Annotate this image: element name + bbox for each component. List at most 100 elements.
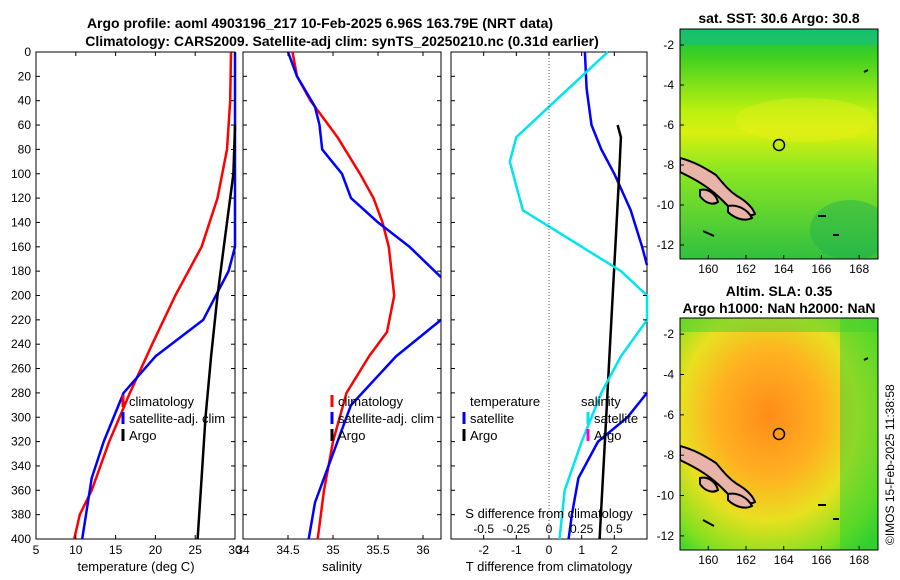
sla-low-band xyxy=(840,318,878,550)
y-tick-label: 340 xyxy=(11,459,31,473)
legend-label-s-argo: Argo xyxy=(594,428,621,443)
legend-label-t-argo: Argo xyxy=(470,428,497,443)
difference-legend: temperature satellite Argo salinity sate… xyxy=(462,394,638,443)
x-tick-label: 15 xyxy=(109,543,123,557)
legend-label-satellite: satellite-adj. clim xyxy=(129,411,225,426)
temperature-plot xyxy=(72,51,237,540)
y-tick-label: 260 xyxy=(11,362,31,376)
series-line-argo xyxy=(196,124,237,540)
x2-tick-label: 0.25 xyxy=(570,522,594,536)
y-tick-label: 200 xyxy=(11,289,31,303)
sst-map-frame xyxy=(679,28,879,260)
series-line-satellite-adj-clim-deep- xyxy=(307,318,442,540)
series-line-climatology xyxy=(72,51,233,540)
legend-label-climatology: climatology xyxy=(129,394,195,409)
argo-position-marker xyxy=(772,427,786,441)
island-outline xyxy=(818,69,869,236)
map-x-tick-label: 164 xyxy=(774,262,794,276)
axis-ticks: 5 10 15 20 25 3002040608010012014016018020022… xyxy=(11,38,870,567)
island-outline xyxy=(727,204,754,221)
x-tick-label: -2 xyxy=(478,543,489,557)
map-y-tick-label: -12 xyxy=(657,529,675,543)
x-tick-label: 5 xyxy=(33,543,40,557)
legend-label-satellite: satellite-adj. clim xyxy=(338,411,434,426)
x-tick-label: 34.5 xyxy=(276,543,300,557)
sla-map-title: Altim. SLA: 0.35 xyxy=(726,283,833,299)
x2-tick-label: -0.5 xyxy=(473,522,494,536)
map-x-tick-label: 164 xyxy=(774,553,794,567)
x-tick-label: 2 xyxy=(611,543,618,557)
island-outline xyxy=(702,230,715,237)
legend-title-temperature: temperature xyxy=(470,394,540,409)
y-tick-label: 400 xyxy=(11,532,31,546)
map-x-tick-label: 160 xyxy=(698,262,718,276)
y-tick-label: 160 xyxy=(11,240,31,254)
island-outline xyxy=(680,156,757,217)
difference-plot xyxy=(508,51,649,540)
x-tick-label: 25 xyxy=(189,543,203,557)
map-y-tick-label: -8 xyxy=(663,158,674,172)
sst-warm-patch xyxy=(735,98,875,142)
island-outline xyxy=(680,444,757,505)
sst-map xyxy=(680,29,878,259)
t-diff-axis-label: T difference from climatology xyxy=(466,559,633,574)
title-line-1: Argo profile: aoml 4903196_217 10-Feb-20… xyxy=(87,15,553,31)
argo-position-marker xyxy=(772,138,786,152)
x-tick-label: 30 xyxy=(228,543,242,557)
y-tick-label: 300 xyxy=(11,410,31,424)
legend-label-argo: Argo xyxy=(338,428,365,443)
sla-map xyxy=(680,318,878,550)
x-tick-label: 20 xyxy=(149,543,163,557)
temperature-axis-label: temperature (deg C) xyxy=(77,559,194,574)
map-x-tick-label: 166 xyxy=(811,262,831,276)
legend-title-salinity: salinity xyxy=(581,394,621,409)
map-y-tick-label: -6 xyxy=(663,118,674,132)
map-y-tick-label: -4 xyxy=(663,367,674,381)
y-tick-label: 320 xyxy=(11,435,31,449)
sst-map-title: sat. SST: 30.6 Argo: 30.8 xyxy=(698,10,860,26)
y-tick-label: 100 xyxy=(11,167,31,181)
series-line-temperature-satellite xyxy=(583,51,649,266)
sla-low-band xyxy=(680,318,878,332)
y-tick-label: 140 xyxy=(11,215,31,229)
x2-tick-label: -0.25 xyxy=(503,522,531,536)
map-x-tick-label: 168 xyxy=(849,262,869,276)
salinity-plot xyxy=(286,51,442,540)
salinity-panel-frame xyxy=(242,51,442,540)
y-tick-label: 180 xyxy=(11,264,31,278)
x-tick-label: 1 xyxy=(578,543,585,557)
series-line-salinity-satellite xyxy=(508,51,649,540)
map-y-tick-label: -2 xyxy=(663,38,674,52)
island-outline xyxy=(699,188,720,205)
salinity-legend: climatology satellite-adj. clim Argo xyxy=(330,394,434,443)
map-x-tick-label: 162 xyxy=(736,553,756,567)
map-y-tick-label: -8 xyxy=(663,448,674,462)
map-y-tick-label: -2 xyxy=(663,327,674,341)
s-diff-axis-label: S difference from climatology xyxy=(465,506,633,521)
island-outline xyxy=(702,357,869,527)
temperature-legend: climatology satellite-adj. clim Argo xyxy=(121,394,225,443)
island-outline xyxy=(699,476,720,493)
y-tick-label: 40 xyxy=(18,94,32,108)
legend-label-t-satellite: satellite xyxy=(470,411,514,426)
map-y-tick-label: -4 xyxy=(663,78,674,92)
x-tick-label: 34 xyxy=(236,543,250,557)
series-line-climatology xyxy=(291,51,396,540)
map-y-tick-label: -10 xyxy=(657,489,675,503)
x2-tick-label: 0 xyxy=(546,522,553,536)
island-outline xyxy=(727,492,754,509)
series-line-satellite-adj-clim xyxy=(80,52,237,540)
y-tick-label: 280 xyxy=(11,386,31,400)
series-line-satellite-adj-clim xyxy=(286,51,442,279)
title-line-2: Climatology: CARS2009. Satellite-adj cli… xyxy=(85,33,599,49)
x2-tick-label: 0.5 xyxy=(606,522,623,536)
map-y-tick-label: -10 xyxy=(657,198,675,212)
sla-map-subtitle: Argo h1000: NaN h2000: NaN xyxy=(683,300,876,316)
series-line-temperature-argo xyxy=(598,124,623,540)
x-tick-label: 35.5 xyxy=(366,543,390,557)
x-tick-label: 36 xyxy=(416,543,430,557)
salinity-axis-label: salinity xyxy=(322,559,362,574)
y-tick-label: 220 xyxy=(11,313,31,327)
legend-label-argo: Argo xyxy=(129,428,156,443)
y-tick-label: 360 xyxy=(11,483,31,497)
